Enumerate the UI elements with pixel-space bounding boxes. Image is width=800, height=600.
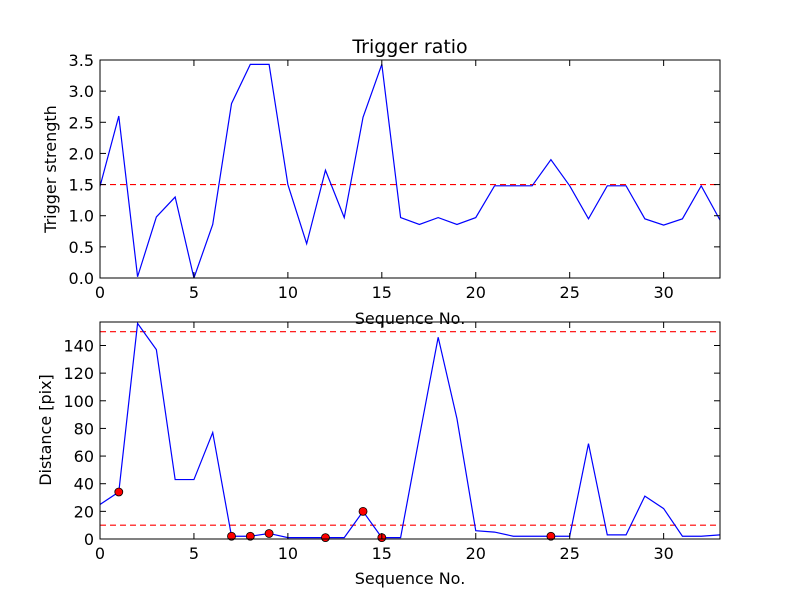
top-y-tick-label: 3.0 <box>69 82 94 101</box>
top-x-axis-label: Sequence No. <box>355 309 466 328</box>
top-x-tick-label: 0 <box>95 283 105 302</box>
top-plot-frame <box>99 59 721 279</box>
top-y-tick-label: 0.5 <box>69 238 94 257</box>
bottom-x-tick-label: 5 <box>189 544 199 563</box>
bottom-marker-point <box>114 487 124 497</box>
bottom-y-tick-label: 80 <box>74 419 94 438</box>
bottom-chart: 0 5 10 15 20 25 30 0 20 40 60 80 100 120 140 Sequence… <box>36 321 721 588</box>
bottom-marker-point <box>245 531 255 541</box>
bottom-plot-frame <box>99 321 721 540</box>
bottom-y-tick-label: 0 <box>84 530 94 549</box>
top-y-tick-label: 2.5 <box>69 113 94 132</box>
bottom-x-axis-label: Sequence No. <box>355 569 466 588</box>
bottom-y-tick-label: 40 <box>74 475 94 494</box>
top-x-tick-label: 15 <box>372 283 392 302</box>
bottom-x-tick-label: 0 <box>95 544 105 563</box>
top-y-tick-label: 1.5 <box>69 176 94 195</box>
bottom-y-axis-label: Distance [pix] <box>36 374 55 486</box>
bottom-marker-point <box>321 533 330 543</box>
bottom-x-tick-label: 20 <box>466 544 486 563</box>
bottom-marker-point <box>264 529 274 538</box>
bottom-x-tick-label: 30 <box>653 544 673 563</box>
top-y-tick-label: 2.0 <box>69 144 94 163</box>
top-y-tick-label: 3.5 <box>69 51 94 70</box>
bottom-x-tick-label: 25 <box>560 544 580 563</box>
bottom-marker-point <box>358 506 368 516</box>
bottom-series-line-0 <box>100 322 720 539</box>
top-x-tick-label: 20 <box>466 283 486 302</box>
bottom-x-tick-label: 10 <box>278 544 298 563</box>
top-chart-title: Trigger ratio <box>351 36 467 58</box>
top-y-axis-label: Trigger strength <box>41 105 60 234</box>
top-x-tick-label: 10 <box>278 283 298 302</box>
bottom-y-tick-label: 120 <box>63 364 94 383</box>
top-series-line-0 <box>100 63 720 278</box>
top-chart: Trigger ratio 0 5 10 15 20 25 30 0.0 0.5 1.0 1.5 2… <box>41 36 721 328</box>
top-y-tick-label: 0.0 <box>69 269 94 288</box>
top-y-tick-label: 1.0 <box>69 207 94 226</box>
bottom-x-tick-label: 15 <box>372 544 392 563</box>
bottom-marker-point <box>227 531 236 541</box>
bottom-y-tick-label: 60 <box>74 447 94 466</box>
bottom-y-tick-label: 140 <box>63 336 94 355</box>
top-x-tick-label: 25 <box>560 283 580 302</box>
top-x-tick-label: 5 <box>189 283 199 302</box>
top-x-tick-label: 30 <box>653 283 673 302</box>
bottom-y-tick-label: 20 <box>74 502 94 521</box>
bottom-marker-point <box>546 531 556 541</box>
bottom-y-tick-label: 100 <box>63 392 94 411</box>
